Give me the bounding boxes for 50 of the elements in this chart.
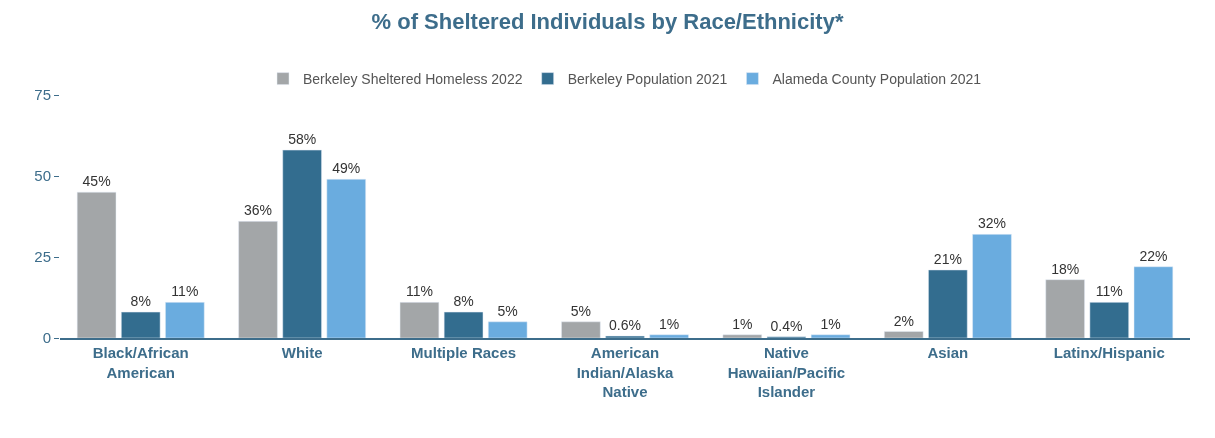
x-tick-label: American Indian/Alaska Native (576, 344, 675, 400)
data-label: 1% (659, 315, 680, 332)
bar (238, 221, 278, 338)
y-tick-label: 25 (34, 248, 51, 266)
x-tick-label: Latinx/Hispanic (1053, 344, 1165, 361)
y-tick-label: 75 (34, 86, 51, 104)
data-label: 0.6% (609, 317, 641, 334)
data-label: 8% (453, 293, 474, 310)
bar (972, 234, 1012, 338)
data-label: 5% (497, 302, 518, 319)
data-label: 32% (977, 215, 1006, 232)
data-label: 22% (1139, 247, 1168, 264)
y-tick-label: 0 (42, 329, 51, 347)
data-label: 8% (130, 293, 151, 310)
x-tick-label: Native Hawaiian/Pacific Islander (727, 344, 846, 400)
data-label: 18% (1051, 260, 1080, 277)
bar (884, 331, 924, 338)
y-tick-label: 50 (34, 167, 51, 185)
bar (1133, 266, 1174, 338)
bar (165, 302, 205, 338)
data-label: 1% (820, 315, 841, 332)
bar (488, 321, 528, 338)
data-label: 11% (405, 283, 433, 300)
data-label: 49% (332, 160, 361, 177)
data-label: 11% (1095, 283, 1123, 300)
x-tick-label: White (281, 344, 323, 361)
x-tick-label: Black/African American (92, 344, 189, 381)
chart-title: % of Sheltered Individuals by Race/Ethnicity* (371, 8, 844, 34)
bar (399, 302, 440, 338)
data-label: 5% (570, 302, 591, 319)
data-label: 1% (732, 315, 753, 332)
bar (649, 334, 689, 338)
data-label: 2% (893, 312, 914, 329)
data-label: 11% (171, 283, 199, 300)
data-label: 36% (244, 202, 273, 219)
bar (326, 178, 366, 338)
bar (76, 191, 117, 338)
legend-label: Berkeley Population 2021 (567, 71, 728, 88)
bar (561, 321, 601, 338)
bar (722, 334, 762, 338)
data-label: 0.4% (770, 317, 803, 334)
data-label: 45% (82, 173, 111, 190)
bar (810, 334, 851, 338)
x-tick-label: Multiple Races (411, 344, 517, 361)
legend-label: Alameda County Population 2021 (772, 71, 982, 88)
bar (1045, 279, 1085, 338)
data-label: 21% (933, 250, 962, 267)
legend-label: Berkeley Sheltered Homeless 2022 (303, 71, 523, 88)
x-tick-label: Asian (927, 344, 969, 361)
data-label: 58% (288, 131, 317, 148)
